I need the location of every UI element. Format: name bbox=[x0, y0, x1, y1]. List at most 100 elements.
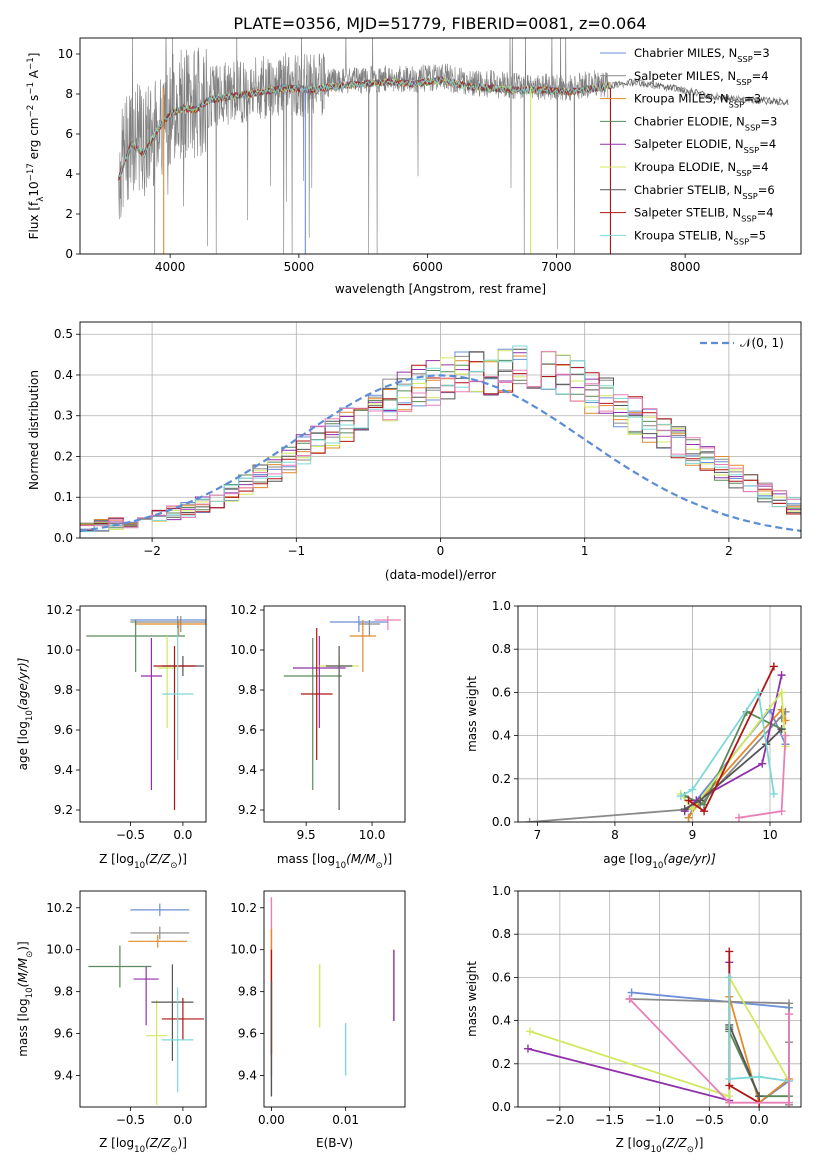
age-mass-xlabel-part-0: mass [log bbox=[277, 852, 335, 866]
weight-z-marker-8-0 bbox=[725, 973, 734, 982]
legend-label-sub-7: SSP bbox=[741, 214, 757, 224]
mass-z-xlabel-part-0: Z [log bbox=[99, 1136, 134, 1150]
weight-z-xlabel: Z [log10(Z/Z⊙)] bbox=[616, 1136, 704, 1155]
weight-age-marker-8-3 bbox=[769, 789, 778, 798]
histogram-ytick-label-5: 0.5 bbox=[54, 327, 73, 341]
age-z-ylabel-part-1: 10 bbox=[25, 710, 35, 721]
weight-age-marker-8-0 bbox=[676, 792, 685, 801]
mass-ebv-ytick-label-3: 10.0 bbox=[230, 943, 257, 957]
mass-z-ylabel-part-0: mass [log bbox=[16, 998, 30, 1056]
legend-label-5: Kroupa ELODIE, NSSP=4 bbox=[634, 160, 769, 178]
legend-label-2: Kroupa MILES, NSSP=3 bbox=[634, 92, 761, 110]
legend-label-text-8: Kroupa STELIB, N bbox=[634, 228, 734, 242]
weight-age-ylabel: mass weight bbox=[465, 676, 479, 752]
age-mass-ytick-label-1: 9.4 bbox=[238, 763, 257, 777]
legend-label-sub-4: SSP bbox=[744, 145, 760, 155]
histogram-ytick-label-3: 0.3 bbox=[54, 409, 73, 423]
weight-z-plot-area bbox=[523, 947, 794, 1107]
histogram-xtick-label-2: 0 bbox=[437, 544, 445, 558]
age-z-xlabel: Z [log10(Z/Z⊙)] bbox=[99, 852, 187, 871]
spectrum-xtick-label-2: 6000 bbox=[412, 260, 443, 274]
age-z-xlabel-part-4: )] bbox=[178, 852, 187, 866]
mass-z-xlabel: Z [log10(Z/Z⊙)] bbox=[99, 1136, 187, 1155]
legend-label-sub-5: SSP bbox=[736, 168, 752, 178]
weight-age-ytick-label-2: 0.4 bbox=[492, 729, 511, 743]
age-mass-xlabel-part-1: 10 bbox=[335, 861, 346, 871]
mass-ebv-xlabel: E(B-V) bbox=[316, 1136, 353, 1150]
age-z-ytick-label-4: 10.0 bbox=[46, 643, 73, 657]
spectrum-model-line-7 bbox=[118, 75, 611, 181]
weight-z-ytick-label-1: 0.2 bbox=[492, 1057, 511, 1071]
histogram-xlabel: (data-model)/error bbox=[385, 568, 496, 582]
residual-histogram-panel: −2 −1 0 1 2 0.0 0.1 0.2 0.3 0.4 0.5 𝒩(0, 1) (data-mo… bbox=[27, 321, 802, 582]
spectrum-ytick-label-2: 4 bbox=[65, 167, 73, 181]
spectrum-ylabel-part-10: ] bbox=[27, 53, 41, 58]
legend-label-sub-3: SSP bbox=[745, 122, 761, 132]
spectrum-ylabel-part-9: −1 bbox=[26, 57, 36, 70]
spectrum-ylabel-part-3: −17 bbox=[26, 163, 36, 181]
spectrum-title: PLATE=0356, MJD=51779, FIBERID=0081, z=0… bbox=[233, 14, 646, 33]
age-mass-xtick-label-0: 9.5 bbox=[297, 828, 316, 842]
age-z-xlabel-part-2: (Z/Z bbox=[145, 852, 171, 866]
weight-z-marker-9-3 bbox=[785, 1010, 794, 1019]
weight-z-ylabel: mass weight bbox=[465, 961, 479, 1037]
weight-age-series-1 bbox=[529, 711, 787, 822]
weight-z-xlabel-part-4: )] bbox=[694, 1136, 703, 1150]
weight-z-series-7 bbox=[728, 951, 760, 1104]
weight-age-marker-5-1 bbox=[688, 805, 697, 814]
mass-z-xtick-label-1: 0.0 bbox=[173, 1113, 192, 1127]
legend-label-suffix-5: =4 bbox=[752, 160, 769, 174]
histogram-ytick-label-2: 0.2 bbox=[54, 449, 73, 463]
mass-z-ytick-label-0: 9.4 bbox=[54, 1069, 73, 1083]
age-z-ylabel: age [log10(age/yr)] bbox=[16, 657, 35, 770]
legend-label-suffix-8: =5 bbox=[749, 228, 766, 242]
mass-z-xtick-label-0: −0.5 bbox=[116, 1113, 145, 1127]
spectrum-plot-area bbox=[118, 38, 789, 254]
legend-label-suffix-3: =3 bbox=[760, 114, 777, 128]
spectrum-xlabel: wavelength [Angstrom, rest frame] bbox=[335, 282, 546, 296]
legend-label-sub-6: SSP bbox=[742, 191, 758, 201]
mass-z-xlabel-part-2: (Z/Z bbox=[145, 1136, 171, 1150]
weight-age-marker-9-2 bbox=[781, 731, 790, 740]
weight-z-series-0 bbox=[631, 991, 790, 1104]
spectrum-ytick-label-5: 10 bbox=[58, 47, 73, 61]
age-mass-ytick-label-0: 9.2 bbox=[238, 803, 257, 817]
weight-age-xtick-label-0: 7 bbox=[534, 828, 542, 842]
age-z-xlabel-part-3: ⊙ bbox=[170, 861, 177, 871]
mass-ebv-plot-area bbox=[270, 897, 395, 1097]
weight-age-marker-9-1 bbox=[777, 807, 786, 816]
weight-age-series-8 bbox=[680, 689, 775, 797]
spectrum-ylabel-part-1: λ bbox=[36, 197, 46, 202]
spectrum-ytick-label-4: 8 bbox=[65, 87, 73, 101]
histogram-xtick-label-1: −1 bbox=[287, 544, 305, 558]
mass-z-ytick-label-2: 9.8 bbox=[54, 985, 73, 999]
weight-age-marker-1-0 bbox=[525, 818, 534, 822]
weight-z-marker-7-0 bbox=[725, 947, 734, 956]
weight-age-xlabel-part-2: (age/yr)] bbox=[663, 852, 716, 866]
weight-z-marker-5-0 bbox=[525, 1027, 534, 1036]
histogram-series-9 bbox=[80, 350, 801, 529]
legend-label-text-0: Chabrier MILES, N bbox=[634, 46, 737, 60]
weight-age-xlabel-part-0: age [log bbox=[603, 852, 652, 866]
legend-label-sub-1: SSP bbox=[736, 77, 752, 87]
age-z-ytick-label-5: 10.2 bbox=[46, 603, 73, 617]
weight-z-marker-8-2 bbox=[755, 1072, 764, 1081]
weight-age-marker-8-1 bbox=[688, 785, 697, 794]
weight-z-xtick-label-0: −2.0 bbox=[545, 1113, 574, 1127]
mass-z-ytick-label-3: 10.0 bbox=[46, 943, 73, 957]
age-mass-xlabel-part-2: (M/M bbox=[346, 852, 376, 866]
weight-z-xlabel-part-0: Z [log bbox=[616, 1136, 651, 1150]
legend-label-suffix-7: =4 bbox=[757, 206, 774, 220]
weight-z-marker-4-0 bbox=[523, 1044, 532, 1053]
histogram-plot-area bbox=[80, 345, 801, 533]
legend-label-8: Kroupa STELIB, NSSP=5 bbox=[634, 228, 766, 246]
weight-z-xlabel-part-3: ⊙ bbox=[687, 1145, 694, 1155]
weight-age-marker-6-3 bbox=[777, 725, 786, 734]
age-mass-xtick-label-1: 10.0 bbox=[359, 828, 386, 842]
weight-z-ytick-label-5: 1.0 bbox=[492, 884, 511, 898]
age-vs-metallicity-panel: −0.5 0.09.29.49.69.810.010.2Z [log10(Z/Z⊙… bbox=[16, 603, 207, 871]
spectrum-panel: 4000 5000 6000 7000 8000 0 2 4 6 8 10 wavelength [A… bbox=[26, 37, 802, 296]
weight-age-xlabel-part-1: 10 bbox=[652, 861, 663, 871]
